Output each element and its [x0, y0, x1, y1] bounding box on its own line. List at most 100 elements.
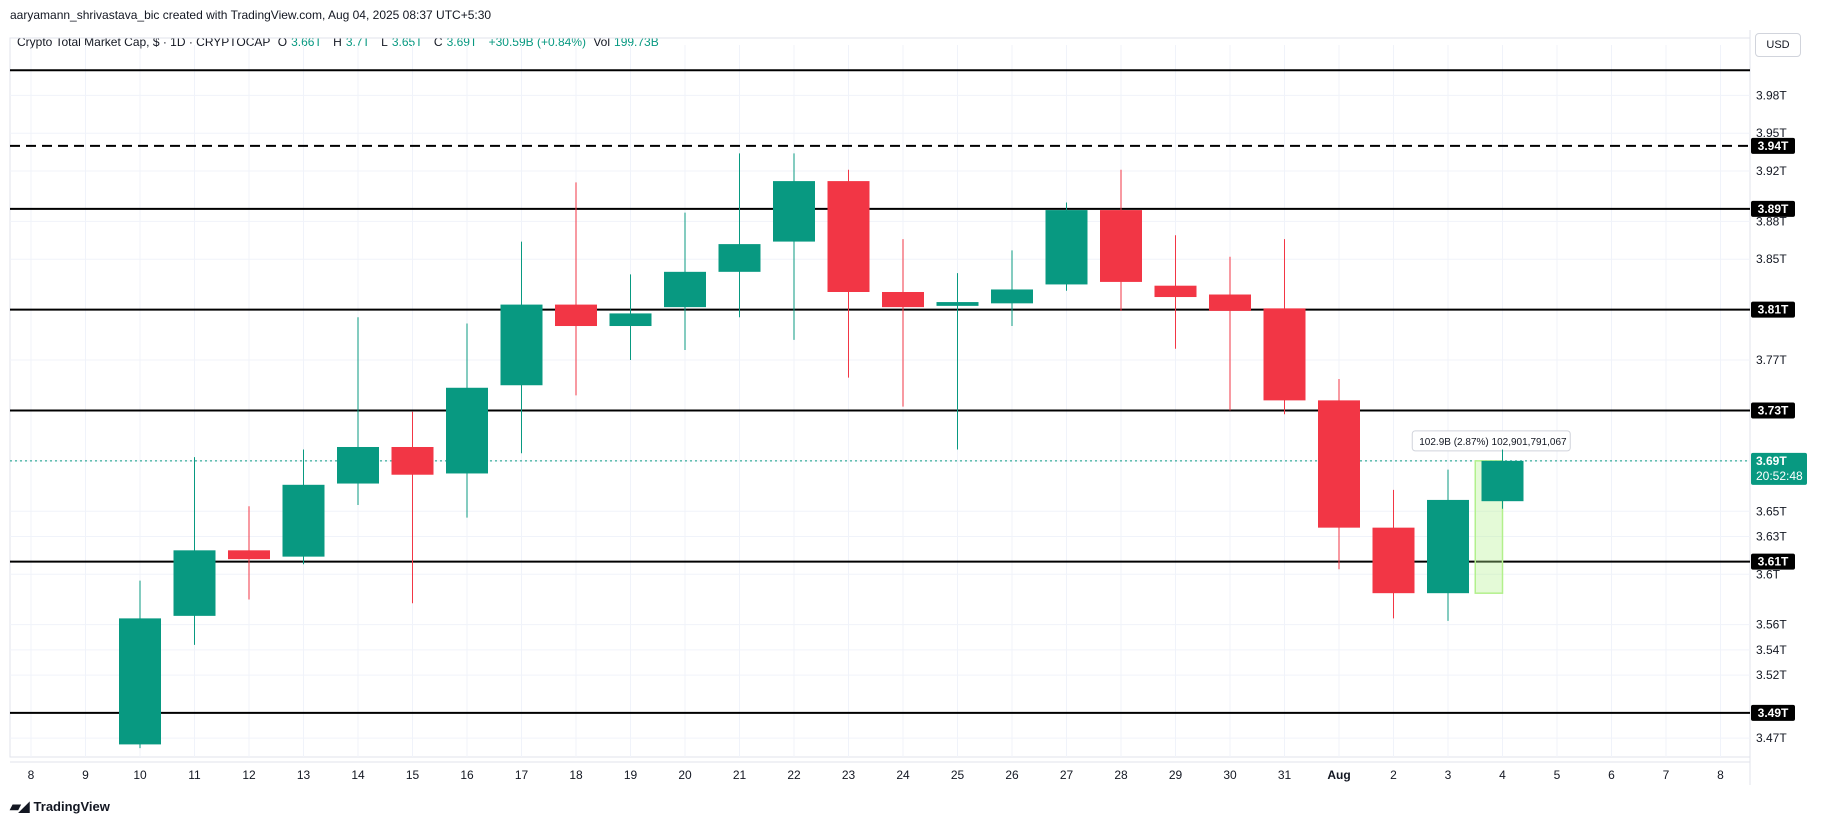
candle-body [500, 304, 543, 386]
time-tick-label: 28 [1114, 768, 1128, 782]
candle-body [1263, 308, 1306, 401]
price-tick-label: 3.98T [1756, 88, 1787, 102]
candle-body [664, 271, 706, 308]
time-tick-label: 8 [1717, 768, 1724, 782]
price-line-badge [1751, 553, 1795, 570]
candle-body [882, 291, 924, 308]
time-tick-label: 9 [82, 768, 89, 782]
price-line-badge [1751, 200, 1795, 217]
price-tick-label: 3.54T [1756, 643, 1787, 657]
price-tick-label: 3.77T [1756, 353, 1787, 367]
price-tick-label: 3.56T [1756, 618, 1787, 632]
time-tick-label: 26 [1005, 768, 1019, 782]
price-tick-label: 3.63T [1756, 529, 1787, 543]
time-tick-label: 30 [1223, 768, 1237, 782]
price-line-badge-label: 3.61T [1758, 555, 1789, 569]
price-line-badge [1751, 137, 1795, 154]
last-price-badge [1751, 452, 1807, 485]
time-tick-label: 2 [1390, 768, 1397, 782]
price-tick-label: 3.47T [1756, 731, 1787, 745]
candle-body [555, 304, 597, 327]
time-tick-label: 22 [787, 768, 801, 782]
price-line-badge-label: 3.73T [1758, 403, 1789, 417]
candle-body [1100, 210, 1142, 282]
price-tick-label: 3.88T [1756, 214, 1787, 228]
price-line-badge-label: 3.49T [1758, 706, 1789, 720]
last-price-label: 3.69T [1756, 454, 1787, 468]
tradingview-brand-text: TradingView [33, 799, 110, 814]
price-axis[interactable]: 3.98T 3.95T 3.92T 3.88T 3.85T 3.77T 3.73T 3.69T… [1751, 88, 1807, 745]
candle-body [827, 181, 870, 292]
time-tick-label: 13 [297, 768, 311, 782]
candle-body [173, 550, 216, 616]
time-tick-label: 21 [733, 768, 747, 782]
time-tick-label: 7 [1663, 768, 1670, 782]
price-tick-label: 3.85T [1756, 252, 1787, 266]
price-tick-label: 3.6T [1756, 567, 1781, 581]
time-tick-label: 8 [28, 768, 35, 782]
candle-body [991, 289, 1033, 304]
time-tick-label: 5 [1554, 768, 1561, 782]
chart-header-attribution: aaryamann_shrivastava_bic created with T… [10, 8, 492, 22]
measure-label: 102.9B (2.87%) 102,901,791,067 [1419, 437, 1567, 448]
price-line-badge-label: 3.89T [1758, 202, 1789, 216]
candle-body [718, 244, 761, 272]
candle-body [1318, 400, 1360, 528]
candle-body [1481, 460, 1524, 502]
candle-body [936, 302, 979, 306]
candle-body [228, 550, 270, 560]
candle-body [282, 484, 325, 557]
measure-label-bg [1411, 430, 1571, 452]
tradingview-logo-icon: ▰◢ [10, 798, 29, 814]
legend-open-label: O [277, 35, 288, 49]
price-line-badge [1751, 402, 1795, 419]
price-line-badge-label: 3.81T [1758, 303, 1789, 317]
time-tick-label: 15 [406, 768, 420, 782]
candle-body [1045, 210, 1088, 285]
time-tick-label: 24 [896, 768, 910, 782]
candle-body [1154, 285, 1197, 298]
time-tick-label: 4 [1499, 768, 1506, 782]
time-tick-label: Aug [1327, 768, 1350, 782]
time-tick-label: 20 [678, 768, 692, 782]
time-tick-label: 12 [242, 768, 256, 782]
price-line-badge [1751, 704, 1795, 721]
price-line-badge-label: 3.94T [1758, 139, 1789, 153]
price-tick-label: 3.95T [1756, 126, 1787, 140]
time-tick-label: 6 [1608, 768, 1615, 782]
time-tick-label: 18 [569, 768, 583, 782]
price-tick-label: 3.92T [1756, 164, 1787, 178]
candle-body [1427, 499, 1469, 594]
candle-body [609, 313, 652, 327]
candle-body [773, 181, 815, 242]
time-axis[interactable]: 8 9 10 11 12 13 14 15 16 17 18 19 20 21 22 23 24 25 26 27 28… [28, 768, 1725, 782]
time-tick-label: 19 [624, 768, 638, 782]
price-tick-label: 3.65T [1756, 504, 1787, 518]
currency-button[interactable]: USD [1755, 33, 1801, 57]
candles [119, 153, 1524, 749]
legend-close-label: C [433, 35, 443, 49]
time-tick-label: 11 [188, 768, 201, 782]
time-tick-label: 17 [515, 768, 529, 782]
time-tick-label: 14 [351, 768, 365, 782]
time-tick-label: 10 [133, 768, 147, 782]
tradingview-footer-logo[interactable]: ▰◢ TradingView [10, 798, 110, 815]
price-line-badge [1751, 301, 1795, 318]
candle-body [1372, 527, 1415, 594]
candle-body [446, 387, 488, 474]
time-tick-label: 25 [951, 768, 965, 782]
candle-body [119, 618, 161, 745]
horizontal-lines[interactable] [10, 69, 1750, 714]
time-tick-label: 27 [1060, 768, 1074, 782]
candle-body [337, 446, 379, 484]
time-tick-label: 31 [1278, 768, 1292, 782]
time-tick-label: 23 [842, 768, 856, 782]
candle-body [1209, 294, 1251, 311]
price-tick-label: 3.52T [1756, 668, 1787, 682]
legend-high-label: H [333, 35, 342, 49]
chart-grid [9, 30, 1751, 785]
countdown-label: 20:52:48 [1756, 469, 1803, 483]
time-tick-label: 29 [1169, 768, 1183, 782]
time-tick-label: 16 [460, 768, 474, 782]
